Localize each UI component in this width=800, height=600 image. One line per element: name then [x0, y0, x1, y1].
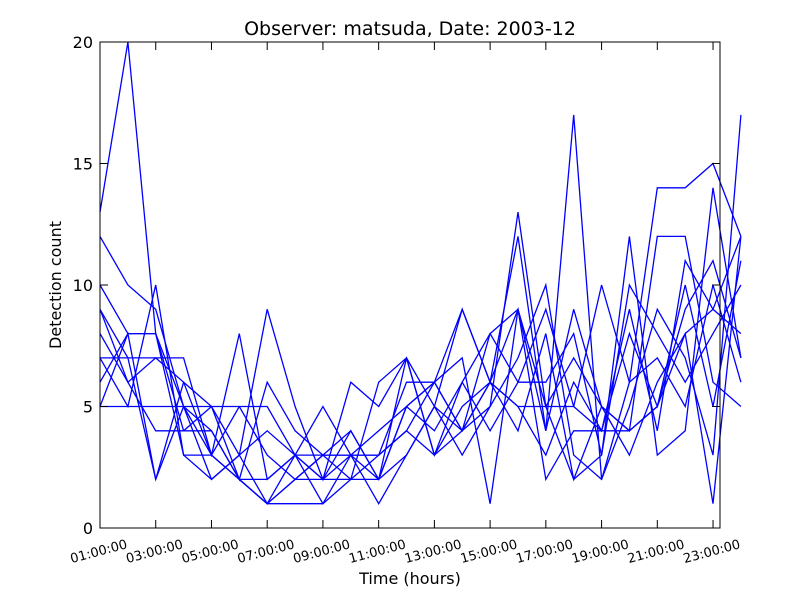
y-axis-label: Detection count: [46, 221, 65, 349]
x-tick-label: 17:00:00: [515, 537, 575, 567]
x-axis-label: Time (hours): [358, 569, 461, 588]
y-tick-label: 20: [73, 33, 93, 52]
x-tick-label: 03:00:00: [124, 537, 184, 567]
x-tick-label: 11:00:00: [347, 537, 407, 567]
x-tick-label: 19:00:00: [570, 537, 630, 567]
x-tick-label: 21:00:00: [626, 537, 686, 567]
plot-area: [100, 42, 720, 528]
series-line-11: [99, 259, 742, 506]
x-tick-label: 01:00:00: [69, 537, 129, 567]
series-line-8: [99, 236, 742, 505]
y-axis-ticks: 0 5 10 15 20: [73, 33, 720, 538]
x-tick-label: 13:00:00: [403, 537, 463, 567]
y-tick-label: 10: [73, 276, 93, 295]
x-tick-label: 15:00:00: [459, 537, 519, 567]
y-tick-label: 0: [83, 519, 93, 538]
series-line-5: [99, 258, 742, 482]
y-tick-label: 5: [83, 398, 93, 417]
x-tick-label: 23:00:00: [682, 537, 742, 567]
y-tick-label: 15: [73, 155, 93, 174]
x-tick-label: 05:00:00: [180, 537, 240, 567]
series-line-7: [99, 284, 742, 481]
series-line-10: [100, 236, 742, 505]
chart-title: Observer: matsuda, Date: 2003-12: [244, 18, 576, 40]
x-tick-label: 09:00:00: [292, 537, 352, 567]
series-layer: [99, 41, 742, 506]
x-tick-label: 07:00:00: [236, 537, 296, 567]
